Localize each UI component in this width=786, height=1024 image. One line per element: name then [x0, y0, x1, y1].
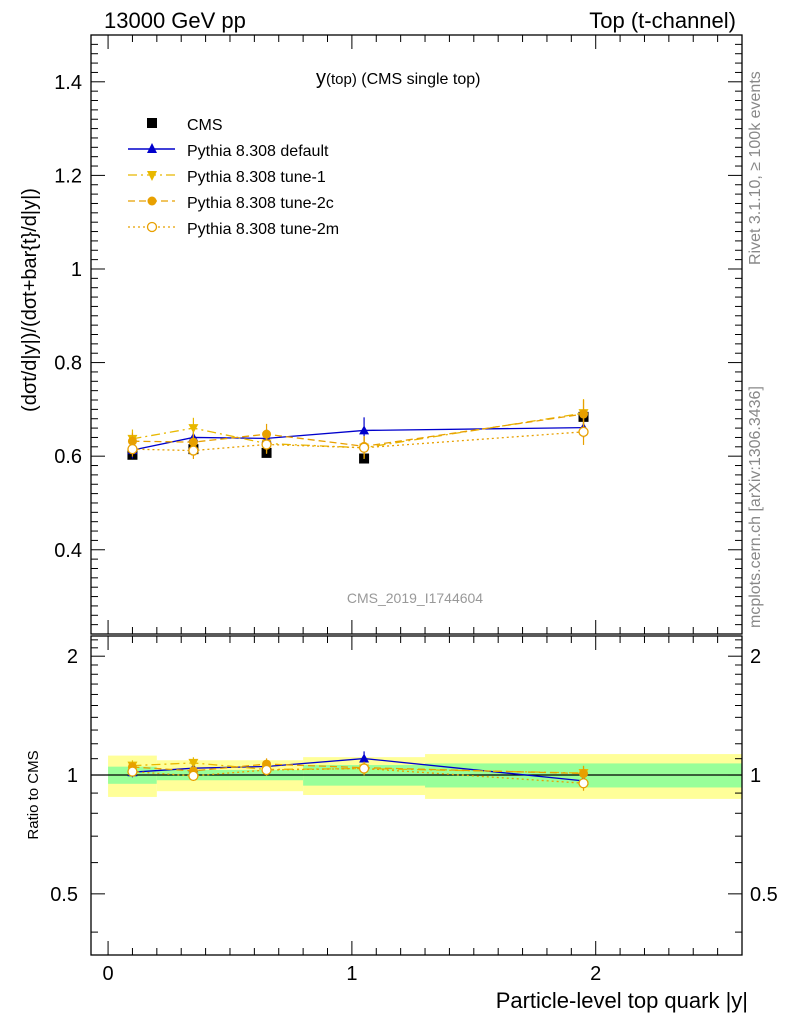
plot-title: y(top) (CMS single top) [316, 67, 480, 89]
legend-item-tune-2m: Pythia 8.308 tune-2m [128, 221, 339, 238]
legend-label-tune-2m: Pythia 8.308 tune-2m [187, 221, 339, 238]
series-3-point-marker [127, 444, 138, 455]
series-0-point-marker [359, 425, 370, 435]
series-3-ratio-point-marker [261, 764, 272, 776]
ratio-panel-frame [90, 635, 743, 956]
series-2-point-marker [579, 409, 589, 419]
legend-marker-tune-2m [146, 221, 158, 233]
series-3-ratio-point-marker [127, 766, 138, 777]
y-tick-label: 1.4 [54, 72, 82, 94]
x-tick-label: 2 [590, 963, 601, 985]
x-tick-label: 0 [103, 963, 114, 985]
watermark: CMS_2019_I1744604 [347, 590, 483, 606]
series-2-ratio-point-marker [579, 769, 589, 779]
legend-item-default: Pythia 8.308 default [128, 143, 329, 160]
legend-marker-cms [147, 118, 157, 128]
series-2-point-marker [127, 436, 137, 446]
y-tick-label: 1 [71, 259, 82, 281]
x-tick-label: 1 [346, 963, 357, 985]
ratio-tick-label-right: 0.5 [750, 884, 778, 906]
legend-marker-tune-1 [147, 171, 157, 181]
series-3-point-marker [358, 442, 370, 453]
legend-item-cms: CMS [147, 117, 223, 134]
series-3-ratio-point-marker [578, 778, 589, 789]
plot-title-main: y [316, 67, 326, 89]
series-3-point-marker [578, 426, 589, 437]
y-tick-label: 0.6 [54, 446, 82, 468]
ratio-series [127, 751, 589, 791]
main-series [127, 399, 589, 464]
legend-label-default: Pythia 8.308 default [187, 143, 329, 160]
plot-title-sub: (top) [326, 71, 357, 88]
legend-label-tune-1: Pythia 8.308 tune-1 [187, 169, 326, 186]
series-2-point-marker [262, 429, 272, 439]
y-axis-label-main: (dσt/d|y|)/(dσt+bar{t}/d|y|) [19, 188, 41, 412]
series-3-point-marker [188, 445, 199, 456]
series-3-ratio-point-marker [188, 770, 199, 782]
series-3-line [132, 431, 584, 452]
rivet-label: Rivet 3.1.10, ≥ 100k events [747, 71, 764, 265]
mcplots-label: mcplots.cern.ch [arXiv:1306.3436] [747, 386, 764, 628]
series-2-line [132, 413, 584, 448]
y-tick-label: 1.2 [54, 165, 82, 187]
plot-title-rest: (CMS single top) [357, 71, 481, 88]
series-3-ratio-point-marker [358, 763, 370, 774]
ratio-tick-label-left: 2 [67, 646, 78, 668]
legend-marker-tune-2c [147, 196, 157, 206]
y-tick-label: 0.4 [54, 540, 82, 562]
ratio-tick-label-right: 2 [750, 646, 761, 668]
legend-marker-default [147, 143, 157, 153]
series-3-point-marker [261, 439, 272, 450]
x-axis-label: Particle-level top quark |y| [496, 988, 748, 1013]
series-1-ratio-point-marker [188, 758, 199, 768]
y-axis-label-ratio: Ratio to CMS [25, 750, 42, 839]
legend-item-tune-2c: Pythia 8.308 tune-2c [128, 195, 334, 212]
axis-ticks: 0 1 2 0.4 0.6 0.8 1 1.2 1.4 0.5 0.5 1 1 2 2 [50, 35, 778, 985]
y-tick-label: 0.8 [54, 353, 82, 375]
legend: CMS Pythia 8.308 default Pythia 8.308 tu… [128, 117, 339, 238]
series-0-ratio-point-marker [359, 753, 370, 763]
series-3-ratio-line [132, 767, 584, 784]
legend-label-cms: CMS [187, 117, 223, 134]
legend-label-tune-2c: Pythia 8.308 tune-2c [187, 195, 334, 212]
ratio-tick-label-left: 1 [67, 765, 78, 787]
ratio-tick-label-right: 1 [750, 765, 761, 787]
ratio-tick-label-left: 0.5 [50, 884, 78, 906]
header-right: Top (t-channel) [589, 8, 736, 33]
header-left: 13000 GeV pp [104, 8, 246, 33]
legend-item-tune-1: Pythia 8.308 tune-1 [128, 169, 326, 186]
series-1-point-marker [188, 424, 199, 434]
series-0-line [132, 426, 584, 451]
